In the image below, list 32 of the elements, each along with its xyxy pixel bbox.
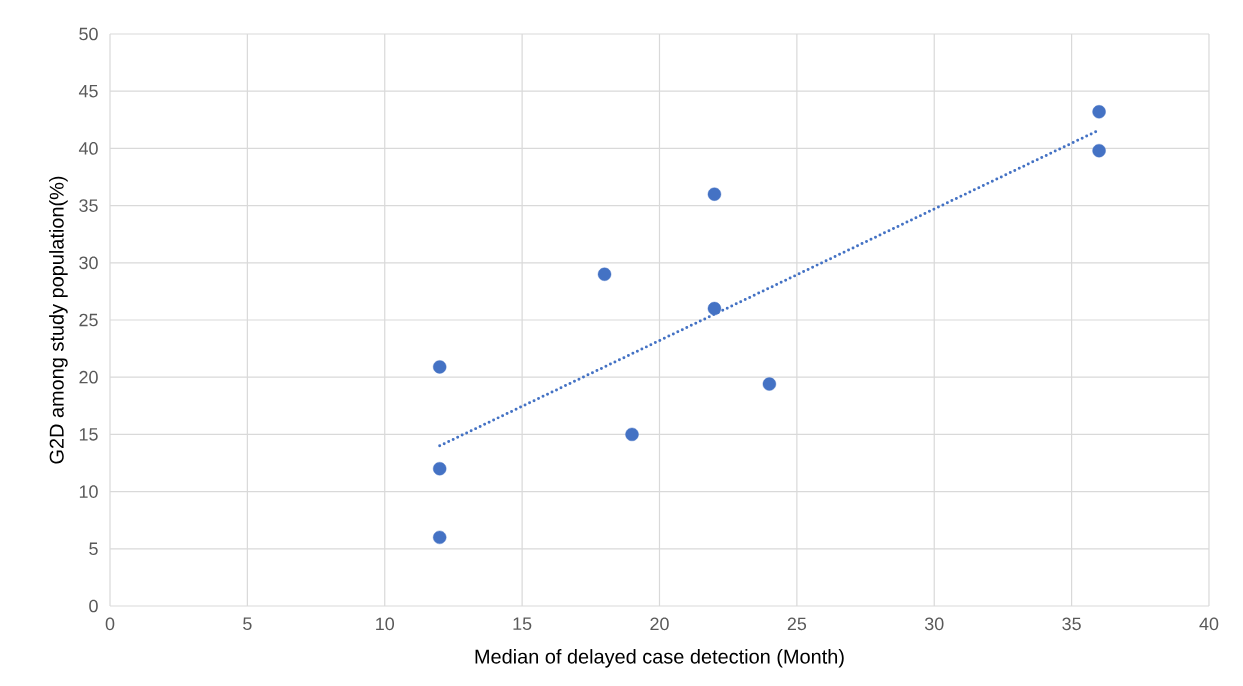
- y-tick-label: 30: [79, 256, 98, 270]
- point: [433, 462, 447, 476]
- x-tick-label: 0: [105, 617, 115, 631]
- x-tick-label: 40: [1199, 617, 1219, 631]
- x-tick-label: 15: [513, 617, 532, 631]
- y-tick-label: 35: [79, 199, 98, 212]
- x-tick-label: 5: [243, 617, 252, 631]
- x-tick-label: 20: [650, 617, 669, 631]
- point: [707, 301, 722, 316]
- y-tick-label: 25: [79, 313, 98, 327]
- x-tick-label: 25: [787, 617, 807, 631]
- x-tick-label: 35: [1062, 617, 1081, 631]
- x-tick-label: 10: [376, 617, 395, 631]
- point: [707, 187, 722, 201]
- x-axis-title: Median of delayed case detection (Month): [475, 649, 844, 668]
- point: [1092, 144, 1106, 158]
- point: [762, 377, 777, 391]
- point: [597, 267, 612, 281]
- point: [1092, 105, 1106, 119]
- point: [625, 427, 639, 442]
- x-tick-label: 30: [924, 617, 944, 631]
- y-tick-label: 10: [79, 485, 98, 498]
- y-tick-label: 50: [79, 27, 98, 41]
- point: [433, 530, 447, 545]
- y-tick-label: 15: [79, 428, 98, 441]
- y-tick-label: 40: [78, 142, 98, 155]
- y-axis-title: G2D among study population(%): [49, 176, 68, 464]
- y-tick-label: 20: [79, 370, 98, 384]
- y-tick-label: 0: [89, 599, 98, 613]
- y-tick-label: 45: [78, 84, 98, 98]
- point: [433, 360, 447, 374]
- y-tick-label: 5: [89, 542, 98, 556]
